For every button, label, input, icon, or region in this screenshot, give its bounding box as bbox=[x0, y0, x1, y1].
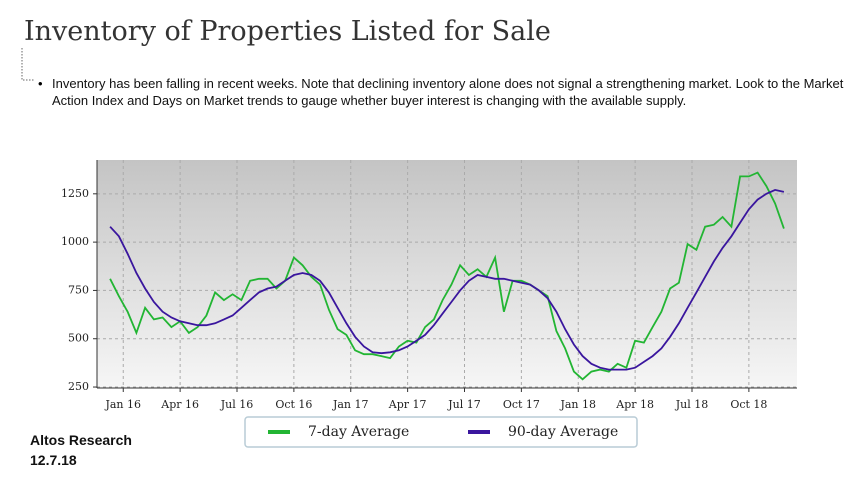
x-tick-label: Apr 16 bbox=[160, 398, 199, 411]
x-tick-label: Jul 16 bbox=[220, 398, 254, 411]
x-tick-label: Oct 18 bbox=[730, 398, 767, 411]
y-tick-label: 250 bbox=[68, 380, 89, 393]
legend-label: 90-day Average bbox=[508, 424, 618, 440]
bullet-text: Inventory has been falling in recent wee… bbox=[52, 76, 844, 108]
y-tick-label: 1000 bbox=[61, 235, 89, 248]
x-tick-label: Jan 17 bbox=[332, 398, 369, 411]
x-tick-label: Apr 18 bbox=[615, 398, 654, 411]
legend-box bbox=[244, 416, 638, 448]
bracket bbox=[21, 48, 34, 81]
footer-source: Altos Research bbox=[30, 432, 132, 448]
series-line bbox=[109, 188, 785, 371]
x-tick-label: Jul 18 bbox=[675, 398, 709, 411]
y-tick-label: 500 bbox=[68, 332, 89, 345]
x-tick-label: Jan 16 bbox=[104, 398, 141, 411]
y-tick-label: 750 bbox=[68, 283, 89, 296]
x-tick-label: Oct 17 bbox=[503, 398, 540, 411]
footer-date: 12.7.18 bbox=[30, 452, 77, 468]
series-line bbox=[109, 171, 785, 381]
x-tick-label: Apr 17 bbox=[388, 398, 427, 411]
bullet-dot: • bbox=[38, 76, 43, 91]
legend-label: 7-day Average bbox=[308, 424, 409, 440]
x-tick-label: Oct 16 bbox=[275, 398, 312, 411]
x-tick-label: Jul 17 bbox=[447, 398, 481, 411]
y-tick-label: 1250 bbox=[61, 187, 89, 200]
x-tick-label: Jan 18 bbox=[559, 398, 596, 411]
page-title: Inventory of Properties Listed for Sale bbox=[24, 16, 551, 47]
